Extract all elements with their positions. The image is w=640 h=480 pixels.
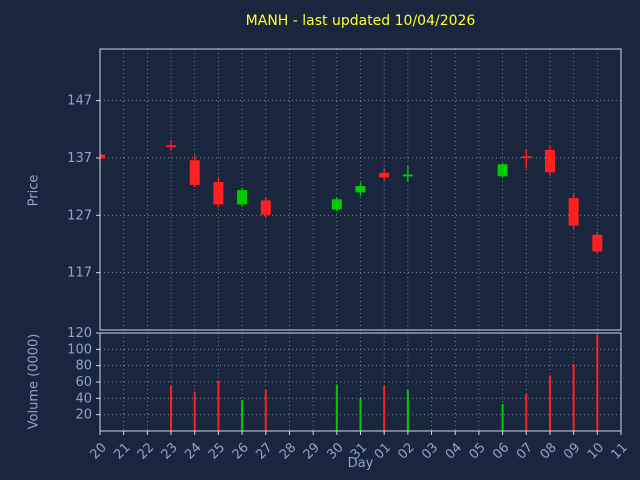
chart-title: MANH - last updated 10/04/2026 xyxy=(245,13,476,29)
svg-text:127: 127 xyxy=(67,208,92,223)
svg-text:147: 147 xyxy=(67,94,92,109)
price-axis-label: Price xyxy=(26,174,42,207)
svg-text:60: 60 xyxy=(75,375,92,390)
volume-axis-label: Volume (0000) xyxy=(26,333,42,430)
svg-text:117: 117 xyxy=(67,266,92,281)
svg-text:80: 80 xyxy=(75,359,92,374)
svg-text:20: 20 xyxy=(75,408,92,423)
svg-text:120: 120 xyxy=(67,326,92,341)
svg-text:137: 137 xyxy=(67,151,92,166)
x-axis-label: Day xyxy=(347,456,374,471)
svg-text:40: 40 xyxy=(75,391,92,406)
svg-text:100: 100 xyxy=(67,342,92,357)
